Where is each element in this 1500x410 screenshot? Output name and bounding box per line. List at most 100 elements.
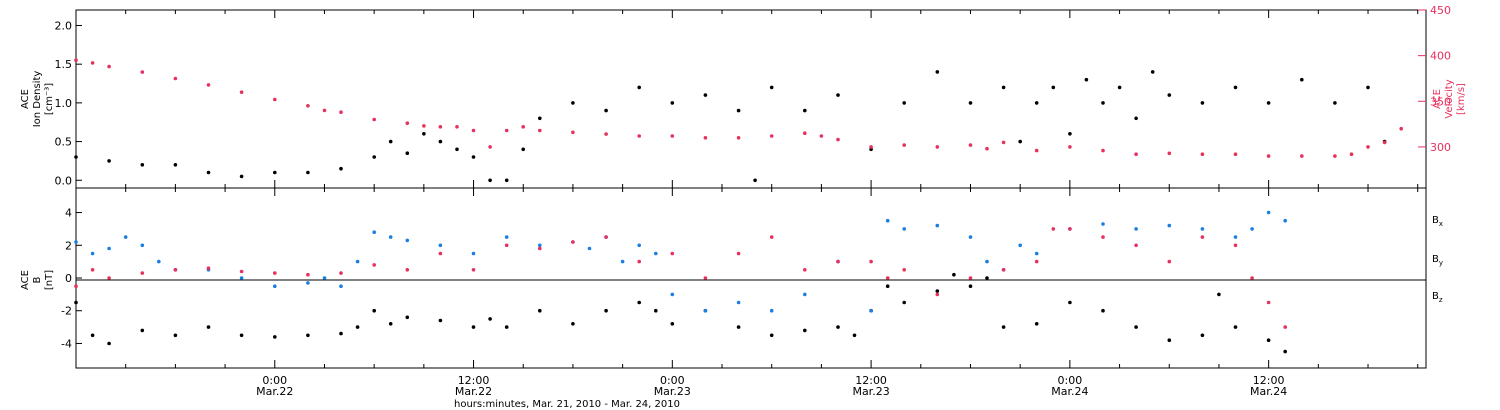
top-series-0-point-14 — [455, 147, 459, 152]
top-series-1-point-36 — [1001, 140, 1006, 145]
top-left-ytick-label-2: 1.0 — [55, 97, 73, 110]
top-right-ytick-label-2: 400 — [1430, 50, 1451, 63]
bottom-series-by-point-16 — [405, 238, 410, 243]
x-tick-date-label-4: Mar.24 — [1051, 385, 1088, 398]
top-series-1-point-49 — [1382, 140, 1387, 145]
top-series-1-point-7 — [273, 97, 277, 102]
bottom-series-by-point-14 — [372, 230, 377, 234]
top-series-1-point-26 — [736, 136, 741, 140]
bottom-series-bx-point-14 — [438, 318, 443, 323]
bottom-series-bx-point-39 — [1068, 300, 1072, 305]
top-series-1-point-4 — [173, 76, 178, 81]
top-series-0-point-17 — [504, 178, 509, 183]
top-series-1-point-31 — [869, 145, 873, 149]
bottom-series-bx-point-18 — [538, 308, 542, 313]
top-series-1-point-12 — [405, 121, 410, 125]
bottom-series-bx-point-15 — [471, 325, 476, 329]
legend-bz: Bz — [1432, 291, 1443, 304]
top-series-1-point-23 — [637, 134, 641, 138]
top-series-0-point-33 — [968, 101, 973, 105]
bottom-series-bz-point-32 — [1051, 227, 1056, 231]
top-series-0-point-38 — [1068, 132, 1072, 136]
top-series-1-point-43 — [1233, 152, 1238, 156]
bottom-ytick-label-2: 0 — [65, 272, 72, 285]
bottom-series-bz-point-35 — [1134, 243, 1138, 248]
bottom-series-bx-point-3 — [140, 328, 145, 333]
bottom-series-by-point-50 — [1283, 218, 1287, 223]
x-tick-time-label-0: 0:00 — [262, 374, 287, 387]
top-series-0-point-4 — [206, 170, 211, 175]
legend-bx: Bx — [1432, 215, 1443, 228]
bottom-series-by-point-41 — [1034, 251, 1039, 256]
bottom-series-bz-point-39 — [1250, 276, 1254, 280]
top-series-1-point-24 — [670, 134, 675, 138]
top-right-ytick-label-1: 350 — [1430, 95, 1451, 108]
bottom-series-bx-point-25 — [736, 325, 741, 329]
bottom-series-bx-point-26 — [769, 333, 774, 338]
bottom-series-bz-point-36 — [1167, 259, 1172, 264]
bottom-series-bz-point-41 — [1283, 325, 1287, 329]
bottom-series-bx-point-9 — [339, 331, 343, 336]
bottom-series-bz-point-28 — [935, 292, 940, 297]
bottom-series-by-point-25 — [637, 243, 641, 248]
top-right-ylabel-line3: [km/s] — [1456, 83, 1467, 115]
bottom-series-bx-point-36 — [985, 276, 989, 280]
top-series-0-point-50 — [1366, 85, 1370, 90]
bottom-series-by-point-38 — [985, 259, 989, 264]
top-panel-frame — [75, 9, 1427, 189]
bottom-series-by-point-48 — [1250, 227, 1254, 231]
top-series-1-point-50 — [1399, 126, 1403, 131]
bottom-series-bx-point-27 — [803, 328, 807, 333]
bottom-series-by-point-29 — [736, 300, 741, 305]
x-axis-label: hours:minutes, Mar. 21, 2010 - Mar. 24, … — [454, 399, 680, 410]
bottom-series-bx-point-2 — [107, 341, 111, 346]
top-series-1-point-34 — [968, 143, 973, 147]
bottom-series-bz-point-31 — [1034, 259, 1039, 264]
top-series-0-point-5 — [239, 174, 244, 179]
top-series-0-point-15 — [471, 155, 476, 159]
top-series-0-point-48 — [1300, 77, 1304, 82]
bottom-series-by-point-46 — [1200, 227, 1205, 231]
bottom-series-bx-point-29 — [852, 333, 857, 338]
top-series-0-point-19 — [538, 116, 542, 121]
bottom-series-by-point-37 — [968, 235, 973, 239]
top-series-0-point-2 — [140, 163, 145, 167]
top-series-0-point-46 — [1233, 85, 1238, 90]
bottom-series-by-point-35 — [902, 227, 906, 231]
bottom-series-bz-point-2 — [107, 276, 111, 280]
bottom-series-by-point-27 — [670, 292, 675, 297]
x-tick-date-label-3: Mar.23 — [852, 385, 889, 398]
bottom-ylabel-line2: B — [32, 276, 43, 283]
x-tick-date-label-5: Mar.24 — [1250, 385, 1287, 398]
bottom-ytick-label-1: -2 — [61, 305, 72, 318]
top-left-ylabel-line1: ACE — [20, 89, 31, 109]
top-series-1-point-48 — [1366, 145, 1370, 149]
bottom-series-bz-point-29 — [968, 276, 973, 280]
bottom-series-bz-point-10 — [372, 263, 377, 267]
top-series-0-point-7 — [306, 170, 310, 175]
top-series-0-point-45 — [1200, 101, 1205, 105]
top-series-1-point-9 — [322, 108, 327, 113]
bottom-ylabel-line3: [nT] — [44, 270, 55, 290]
bottom-series-by-point-22 — [587, 246, 592, 251]
top-series-0-point-44 — [1167, 93, 1172, 97]
bottom-series-bx-point-16 — [488, 317, 492, 321]
bottom-ytick-label-3: 2 — [65, 239, 72, 252]
bottom-series-by-point-5 — [157, 259, 161, 264]
top-series-0-point-36 — [1034, 101, 1039, 105]
bottom-series-bx-point-22 — [654, 308, 658, 313]
top-series-0-point-6 — [273, 170, 277, 175]
bottom-ylabel: ACE B [nT] — [20, 270, 55, 290]
top-series-1-point-33 — [935, 145, 940, 149]
bottom-series-by-point-17 — [438, 243, 443, 248]
top-series-0-point-21 — [604, 108, 608, 113]
legend: Bx By Bz — [1432, 215, 1443, 304]
bottom-series-bx-point-20 — [604, 308, 608, 313]
bottom-series-bz-point-0 — [74, 284, 78, 289]
top-right-ytick-label-3: 450 — [1430, 4, 1451, 17]
top-series-0-point-43 — [1150, 70, 1155, 74]
bottom-series-by-point-49 — [1266, 210, 1271, 215]
bottom-series-bx-point-19 — [571, 322, 575, 326]
bottom-series-by-point-8 — [239, 276, 244, 280]
top-series-1-point-1 — [90, 61, 95, 65]
